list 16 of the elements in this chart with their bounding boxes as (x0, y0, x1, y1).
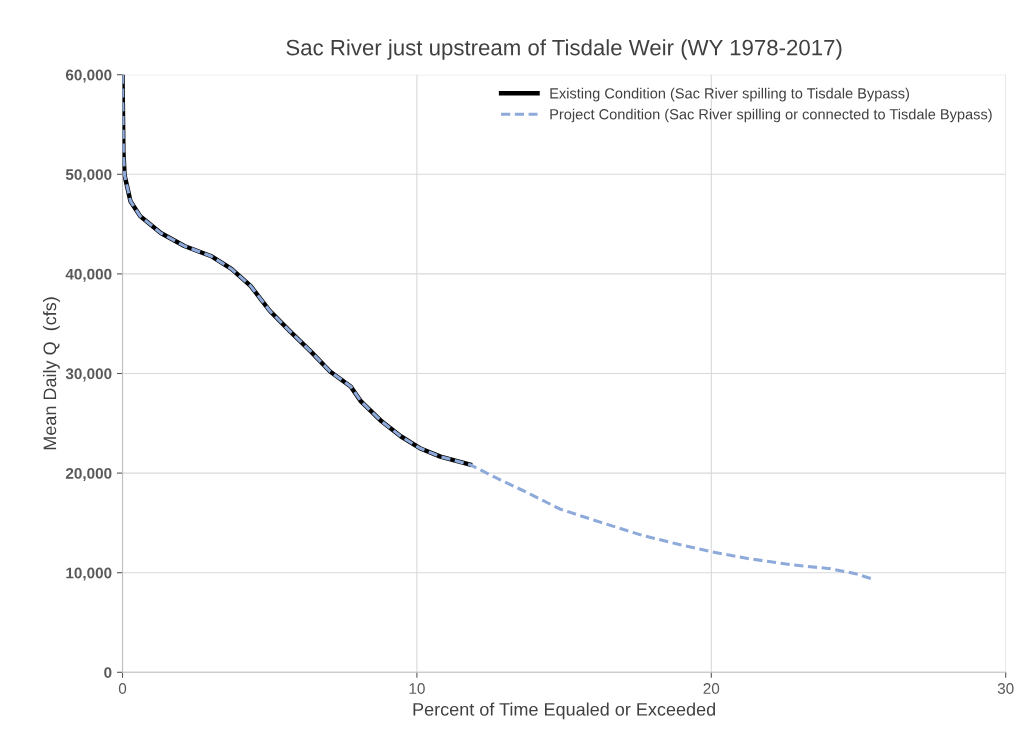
y-tick-label: 0 (104, 667, 112, 678)
x-tick-label: 10 (409, 683, 425, 694)
x-tick-label: 30 (997, 683, 1014, 694)
y-tick-label: 40,000 (65, 268, 112, 282)
y-tick-label: 20,000 (65, 467, 112, 481)
x-tick-label: 0 (118, 683, 127, 694)
x-tick-label: 20 (703, 683, 720, 694)
x-axis-title: Percent of Time Equaled or Exceeded (413, 702, 716, 720)
chart-title: Sac River just upstream of Tisdale Weir (WY 1978-2017) (286, 39, 842, 60)
y-tick-label: 10,000 (66, 567, 112, 581)
legend-label: Existing Condition (Sac River spilling to Tisdale Bypass) (550, 87, 909, 102)
y-tick-label: 30,000 (65, 368, 112, 382)
y-tick-label: 60,000 (65, 69, 112, 83)
legend-label: Project Condition (Sac River spilling or connected to Tisdale Bypass) (550, 108, 992, 123)
y-tick-label: 50,000 (65, 169, 112, 183)
y-axis-title: Mean Daily Q (cfs) (42, 297, 60, 450)
